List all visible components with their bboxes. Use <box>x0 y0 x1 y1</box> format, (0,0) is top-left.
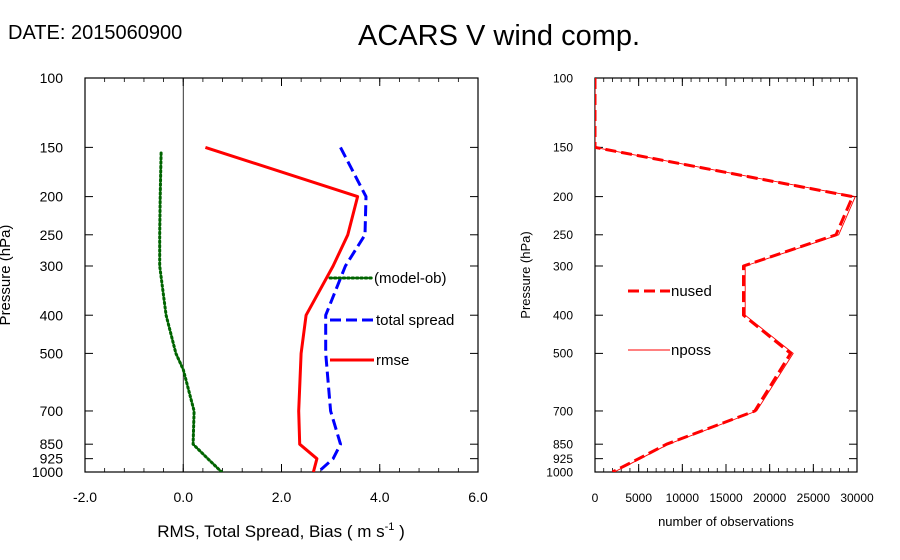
right-y-tick-label: 100 <box>553 71 573 85</box>
right-plot-frame <box>594 77 858 473</box>
right-y-tick-label: 200 <box>553 190 573 204</box>
right-series-nused <box>595 78 855 472</box>
left-x-axis-label: RMS, Total Spread, Bias ( m s-1 ) <box>157 521 405 541</box>
right-x-tick-label: 20000 <box>753 491 787 505</box>
right-x-tick-label: 10000 <box>666 491 700 505</box>
left-y-tick-label: 300 <box>40 258 64 274</box>
left-y-tick-label: 700 <box>40 403 64 419</box>
left-series-modelob <box>158 151 224 472</box>
chart-title: ACARS V wind comp. <box>358 20 641 52</box>
left-x-tick-label: 6.0 <box>468 489 488 505</box>
right-x-tick-label: 0 <box>592 491 599 505</box>
left-x-tick-label: -2.0 <box>73 489 97 505</box>
right-y-tick-label: 1000 <box>546 465 573 479</box>
right-y-tick-label: 925 <box>553 452 573 466</box>
right-x-axis-label: number of observations <box>658 514 794 529</box>
left-series-rmse <box>204 145 360 472</box>
left-y-tick-label: 150 <box>40 139 64 155</box>
left-y-tick-label: 400 <box>40 307 64 323</box>
right-x-tick-label: 5000 <box>625 491 652 505</box>
left-x-tick-label: 4.0 <box>370 489 390 505</box>
right-x-tick-label: 25000 <box>797 491 831 505</box>
left-y-tick-label: 850 <box>40 436 64 452</box>
left-y-tick-label: 100 <box>40 70 64 86</box>
left-y-tick-label: 925 <box>40 451 64 467</box>
right-y-tick-label: 400 <box>553 309 573 323</box>
right-y-tick-label: 850 <box>553 438 573 452</box>
right-y-axis-label: Pressure (hPa) <box>518 231 533 318</box>
left-x-tick-label: 2.0 <box>272 489 292 505</box>
legend-label-totalspread: total spread <box>376 312 454 329</box>
left-x-tick-label: 0.0 <box>174 489 194 505</box>
date-label: DATE: 2015060900 <box>8 22 183 44</box>
right-x-tick-label: 15000 <box>709 491 743 505</box>
legend-label-nposs: nposs <box>671 342 711 359</box>
right-x-tick-label: 30000 <box>840 491 874 505</box>
right-y-tick-label: 700 <box>553 404 573 418</box>
left-y-tick-label: 1000 <box>32 464 63 480</box>
left-y-axis-label: Pressure (hPa) <box>0 225 14 326</box>
legend-label-rmse: rmse <box>376 352 409 369</box>
left-y-tick-label: 200 <box>40 189 64 205</box>
legend-label-modelob: (model-ob) <box>374 270 447 287</box>
right-series-nposs <box>595 78 856 472</box>
right-y-tick-label: 250 <box>553 228 573 242</box>
right-y-tick-label: 300 <box>553 259 573 273</box>
left-series-totalspread <box>317 146 368 472</box>
right-y-tick-label: 150 <box>553 141 573 155</box>
legend-label-nused: nused <box>671 283 712 300</box>
left-y-tick-label: 500 <box>40 345 64 361</box>
right-y-tick-label: 500 <box>553 347 573 361</box>
left-y-tick-label: 250 <box>40 227 64 243</box>
